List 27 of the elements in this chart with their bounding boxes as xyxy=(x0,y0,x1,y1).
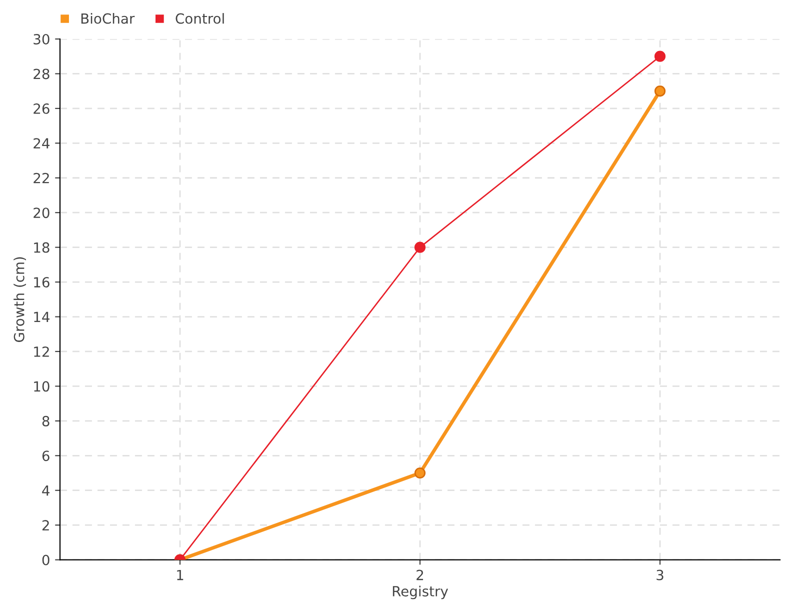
x-tick-label: 1 xyxy=(177,570,184,580)
y-tick-label: 30 xyxy=(34,34,50,44)
point xyxy=(654,50,666,62)
x-tick-label: 3 xyxy=(656,570,664,580)
y-tick-label: 6 xyxy=(42,450,50,462)
point xyxy=(414,242,426,253)
y-tick-label: 26 xyxy=(34,103,50,114)
legend-label: Control xyxy=(176,13,224,24)
y-tick-label: 16 xyxy=(34,277,50,288)
y-tick-label: 8 xyxy=(42,416,50,426)
y-tick-label: 14 xyxy=(34,312,50,322)
y-axis-title: Growth (cm) xyxy=(14,257,26,342)
y-tick-label: 28 xyxy=(34,68,50,80)
y-tick-label: 24 xyxy=(34,138,50,148)
y-tick-label: 22 xyxy=(34,172,49,184)
y-tick-label: 0 xyxy=(42,554,50,566)
y-tick-label: 4 xyxy=(42,486,50,496)
y-tick-label: 10 xyxy=(34,381,50,392)
y-tick-label: 18 xyxy=(34,242,50,253)
legend-label: BioChar xyxy=(81,13,135,24)
x-axis-title: Registry xyxy=(392,586,448,600)
point xyxy=(654,86,666,97)
y-tick-label: 2 xyxy=(42,520,49,530)
x-tick-label: 2 xyxy=(416,570,424,580)
y-tick-label: 20 xyxy=(34,208,50,218)
point xyxy=(414,467,426,479)
y-tick-label: 12 xyxy=(34,346,49,357)
